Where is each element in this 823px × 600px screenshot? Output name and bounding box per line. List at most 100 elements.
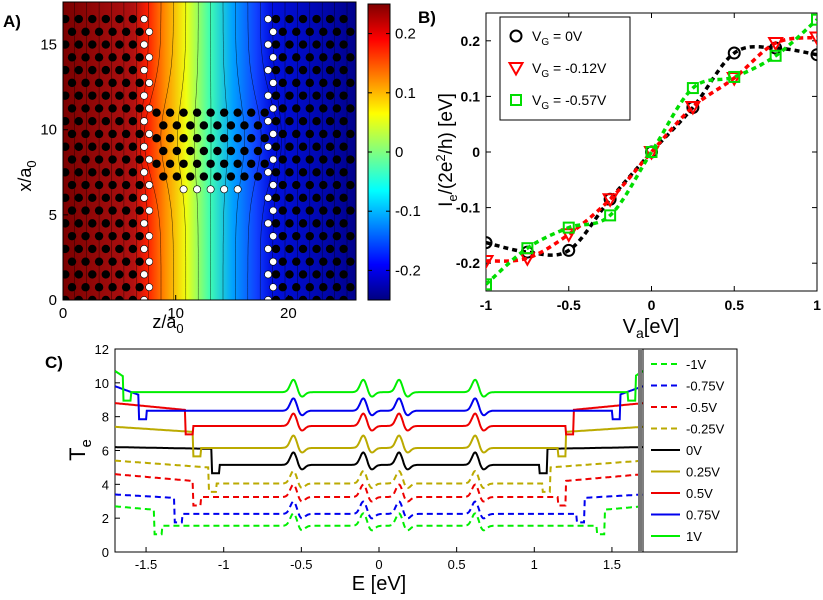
- lead-atom: [135, 78, 144, 88]
- panel-c-series-line: [115, 459, 643, 493]
- panel-c-plot-area: [114, 348, 644, 553]
- scatter-atom: [165, 108, 175, 117]
- lead-atom: [278, 180, 287, 190]
- panel-c-xtick-label: 1.5: [603, 557, 621, 572]
- lead-atom: [101, 244, 111, 254]
- lead-atom: [81, 231, 90, 241]
- lead-atom: [292, 283, 301, 292]
- scatter-atom: [199, 121, 209, 130]
- lead-atom: [292, 53, 301, 62]
- lead-atom: [278, 206, 287, 215]
- boundary-atom: [140, 91, 149, 100]
- panel-c-ytick-label: 12: [95, 342, 109, 357]
- lead-atom: [108, 27, 117, 36]
- lead-atom: [74, 91, 83, 100]
- panel-c-series-line: [115, 402, 643, 436]
- lead-atom: [312, 65, 321, 75]
- panel-b-ytick-label: 0: [472, 144, 480, 160]
- boundary-atom: [264, 142, 272, 151]
- panel-c-legend-label: -0.25V: [686, 422, 725, 437]
- lead-atom: [67, 129, 77, 139]
- scatter-atom: [213, 172, 222, 181]
- panel-a-ytick-label: 0: [49, 292, 57, 309]
- lead-atom: [271, 219, 281, 228]
- boundary-atom: [264, 117, 272, 126]
- boundary-atom: [140, 193, 149, 202]
- lead-atom: [88, 14, 97, 24]
- scatter-atom: [165, 134, 175, 143]
- heatmap-field: [63, 2, 356, 300]
- lead-atom: [135, 206, 144, 215]
- boundary-atom: [145, 78, 154, 87]
- scatter-atom: [159, 172, 168, 181]
- panel-b-point: [767, 37, 784, 52]
- boundary-atom: [269, 206, 278, 215]
- panel-a-ylabel: x/a0: [15, 160, 39, 191]
- scatter-atom: [233, 108, 242, 117]
- panel-b-ytick-label: 0.1: [461, 88, 481, 104]
- panel-c-legend-label: 1V: [686, 529, 702, 544]
- lead-atom: [298, 40, 308, 49]
- panel-c-ylabel: Te: [65, 439, 95, 461]
- panel-c-series-line: [115, 505, 643, 536]
- scatter-edge-atom: [206, 185, 215, 194]
- lead-atom: [305, 104, 314, 113]
- lead-atom: [312, 270, 321, 279]
- boundary-atom: [140, 245, 149, 253]
- panel-b-point: [811, 13, 817, 26]
- panel-b-point: [521, 242, 534, 255]
- scatter-atom: [192, 108, 202, 117]
- scatter-atom: [240, 172, 249, 181]
- boundary-atom: [264, 15, 272, 23]
- scatter-atom: [152, 108, 161, 117]
- lead-atom: [278, 53, 287, 62]
- boundary-atom: [140, 142, 149, 151]
- lead-atom: [101, 295, 111, 300]
- panel-b-series-line: [486, 18, 817, 286]
- boundary-atom: [269, 27, 278, 36]
- boundary-atom: [269, 78, 278, 87]
- panel-b-series: [486, 13, 817, 291]
- lead-atom: [271, 142, 281, 151]
- lead-atom: [346, 257, 355, 266]
- lead-atom: [74, 219, 83, 228]
- lead-atom: [319, 283, 328, 292]
- lead-atom: [292, 231, 301, 241]
- lead-atom: [285, 168, 294, 177]
- boundary-atom: [264, 193, 272, 202]
- boundary-atom: [140, 66, 149, 75]
- boundary-atom: [140, 15, 149, 23]
- panel-c-ytick-label: 4: [102, 477, 109, 492]
- lead-atom: [305, 155, 314, 164]
- boundary-atom: [269, 130, 278, 138]
- scatter-atom: [226, 121, 236, 130]
- lead-atom: [67, 104, 77, 113]
- lead-atom: [108, 257, 117, 266]
- lead-atom: [88, 117, 97, 126]
- colorbar-tick-label: -0.1: [395, 203, 421, 220]
- panel-c-xtick-label: -1: [218, 557, 230, 572]
- panel-c: C) -1.5 -1 -0.5 0 0.5 1 1.5 0 2 4 6 8 10 12 -1V -0.75V…: [45, 342, 738, 595]
- scatter-atom: [253, 172, 263, 181]
- lead-atom: [271, 91, 281, 100]
- panel-b-xtick-label: 0: [648, 297, 656, 313]
- lead-atom: [319, 53, 328, 62]
- scatter-atom: [213, 146, 222, 156]
- panel-b-point: [686, 82, 699, 95]
- contour-line: [139, 2, 149, 300]
- scatter-atom: [226, 172, 236, 181]
- scatter-atom: [246, 159, 256, 168]
- lead-atom: [81, 155, 90, 164]
- lead-atom: [135, 27, 144, 36]
- boundary-atom: [145, 155, 154, 164]
- lead-atom: [346, 231, 355, 241]
- lead-atom: [115, 117, 124, 126]
- lead-atom: [121, 27, 131, 36]
- atom-lattice: [63, 14, 355, 300]
- panel-b-ytick-label: -0.2: [456, 255, 480, 271]
- lead-atom: [325, 168, 335, 177]
- lead-atom: [332, 104, 342, 113]
- lead-atom: [115, 40, 124, 49]
- lead-atom: [339, 219, 348, 228]
- lead-atom: [94, 180, 104, 190]
